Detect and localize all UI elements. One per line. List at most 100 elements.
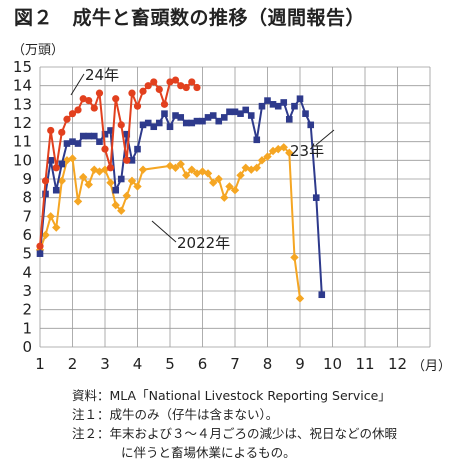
data-point [204,114,212,121]
data-point [257,156,267,165]
data-point [280,99,288,106]
data-point [112,95,120,103]
data-point [69,138,76,145]
data-point [182,171,191,180]
data-point [57,176,66,186]
data-point [106,164,115,172]
data-point [73,197,83,206]
data-point [101,145,109,153]
data-point [160,100,169,108]
data-point [226,108,233,116]
data-point [74,106,82,114]
annotation-2022: 2022年 [177,234,230,252]
data-point [79,132,87,140]
data-point [253,136,261,144]
x-axis-unit-label: （月） [412,359,450,374]
data-point [215,117,223,125]
data-point [112,186,120,194]
x-tick-label: 11 [355,355,374,373]
leader-line-23 [315,129,335,146]
y-tick-label: 12 [13,114,32,132]
data-point [247,165,256,174]
data-point [236,171,245,180]
data-point [79,95,87,103]
data-point [291,102,298,110]
data-point [247,112,255,119]
data-point [47,126,55,135]
data-point [318,291,326,299]
data-point [193,83,201,92]
data-point [139,87,147,95]
data-point [144,119,152,127]
y-tick-label: 3 [22,282,32,300]
data-point [117,121,125,129]
y-tick-label: 11 [13,133,32,151]
y-tick-label: 8 [22,189,32,207]
data-point [187,165,196,174]
data-point [214,174,223,184]
data-point [188,78,196,86]
y-tick-label: 15 [13,58,32,76]
series-annotations: 24年 23年 2022年 [70,66,335,252]
data-point [252,163,261,172]
y-tick-label: 9 [22,170,32,188]
data-point [138,165,148,174]
data-point [264,97,271,104]
data-point [52,223,61,232]
data-point [231,108,239,116]
data-point [36,250,44,257]
x-tick-label: 6 [198,355,208,373]
grid [39,66,431,348]
data-point [263,152,272,161]
series-2022年 [35,143,305,303]
note-source: 資料：MLA「National Livestock Reporting Serv… [72,388,391,403]
data-point [63,115,71,123]
data-point [182,119,190,127]
data-point [285,115,293,123]
data-point [63,140,71,147]
data-point [79,172,88,182]
data-point [74,140,82,147]
y-tick-label: 13 [13,95,32,113]
data-point [95,167,104,176]
data-point [133,102,142,110]
data-point [166,123,174,131]
data-point [58,160,66,168]
data-point [123,130,131,138]
data-point [58,128,66,136]
note-1: 注１：成牛のみ（仔牛は含まない）。 [72,407,279,422]
x-tick-label: 4 [133,355,143,373]
x-tick-label: 10 [323,355,342,373]
y-tick-label: 4 [22,263,32,281]
data-point [96,138,103,145]
y-tick-label: 5 [22,245,32,263]
data-point [46,212,55,221]
data-point [95,89,104,97]
data-point [117,175,125,183]
data-point [111,200,120,210]
data-point [177,114,185,121]
data-point [41,230,50,240]
series-lines [35,76,326,303]
notes: 資料：MLA「National Livestock Reporting Serv… [72,386,397,462]
data-point [101,130,109,138]
data-point [150,78,158,86]
y-tick-label: 6 [22,226,32,244]
x-tick-label: 5 [165,355,175,373]
annotation-24: 24年 [85,66,119,84]
data-point [285,148,294,158]
data-point [269,101,277,108]
x-tick-label: 8 [263,355,273,373]
data-point [90,132,98,140]
y-axis-unit-label: （万頭） [12,43,65,58]
data-point [230,186,240,195]
y-tick-label: 1 [22,319,32,337]
y-tick-label: 7 [22,207,32,225]
y-tick-label: 14 [13,77,32,95]
data-point [268,146,278,156]
data-point [220,193,229,202]
data-point [312,194,320,201]
data-point [307,121,315,129]
